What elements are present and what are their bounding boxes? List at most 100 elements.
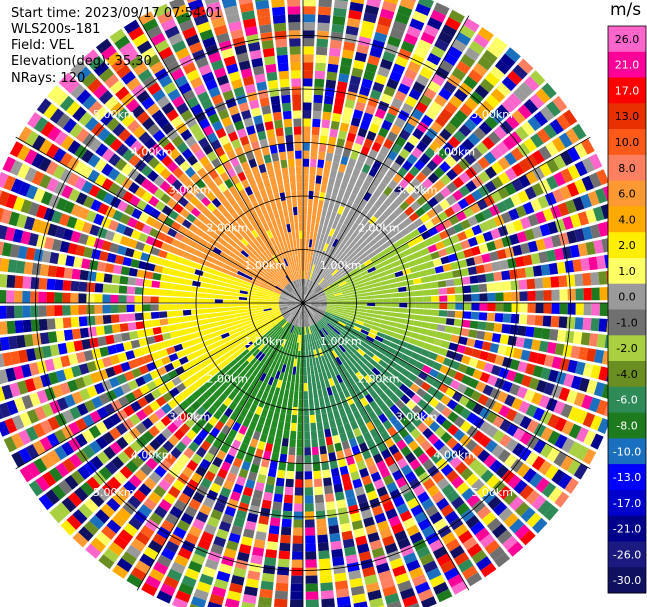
velocity-gate	[354, 225, 363, 234]
velocity-gate	[398, 211, 409, 222]
velocity-gate	[52, 164, 66, 180]
velocity-gate	[167, 369, 178, 380]
velocity-gate	[363, 138, 374, 149]
velocity-gate	[398, 313, 407, 319]
velocity-gate	[65, 341, 76, 354]
velocity-gate	[244, 274, 253, 281]
velocity-gate	[103, 273, 113, 283]
velocity-gate	[158, 304, 167, 311]
velocity-gate	[303, 303, 305, 311]
velocity-gate	[318, 305, 327, 308]
velocity-gate	[335, 89, 346, 99]
velocity-gate	[361, 475, 372, 486]
velocity-gate	[223, 479, 234, 491]
velocity-gate	[244, 363, 253, 372]
velocity-gate	[423, 87, 437, 100]
velocity-gate	[213, 218, 223, 228]
velocity-gate	[106, 497, 121, 512]
velocity-gate	[318, 278, 325, 285]
velocity-gate	[287, 301, 295, 303]
velocity-gate	[478, 170, 491, 184]
velocity-gate	[226, 590, 242, 602]
velocity-gate	[330, 211, 337, 221]
velocity-gate	[316, 288, 324, 295]
velocity-gate	[404, 324, 413, 332]
velocity-gate	[566, 316, 576, 329]
velocity-gate	[326, 185, 334, 195]
velocity-gate	[315, 62, 326, 72]
velocity-gate	[11, 415, 25, 431]
velocity-gate	[160, 415, 172, 427]
velocity-gate	[154, 505, 168, 519]
velocity-gate	[350, 254, 359, 263]
velocity-gate	[86, 385, 98, 398]
velocity-gate	[485, 94, 500, 109]
velocity-gate	[507, 474, 522, 489]
velocity-gate	[460, 420, 472, 433]
velocity-gate	[168, 353, 179, 362]
velocity-gate	[477, 56, 493, 71]
velocity-gate	[224, 377, 234, 387]
velocity-gate	[96, 487, 111, 502]
velocity-gate	[323, 326, 330, 334]
velocity-gate	[325, 501, 336, 511]
velocity-gate	[148, 425, 160, 438]
velocity-gate	[297, 198, 303, 207]
velocity-gate	[331, 23, 345, 34]
velocity-gate	[247, 268, 256, 275]
velocity-gate	[581, 138, 595, 155]
velocity-gate	[388, 515, 401, 527]
velocity-gate	[224, 340, 234, 348]
velocity-gate	[239, 309, 248, 313]
velocity-gate	[395, 476, 408, 488]
velocity-gate	[320, 319, 327, 326]
velocity-gate	[308, 291, 315, 298]
velocity-gate	[78, 503, 93, 519]
velocity-gate	[335, 274, 344, 281]
velocity-gate	[442, 357, 453, 367]
velocity-gate	[205, 242, 215, 251]
velocity-gate	[391, 522, 405, 535]
velocity-gate	[157, 554, 172, 568]
velocity-gate	[274, 598, 288, 607]
velocity-gate	[172, 479, 185, 492]
velocity-gate	[167, 228, 178, 238]
velocity-gate	[286, 348, 291, 358]
velocity-gate	[288, 306, 296, 311]
velocity-gate	[261, 277, 270, 283]
velocity-gate	[510, 313, 520, 324]
velocity-gate	[259, 319, 268, 325]
velocity-gate	[474, 84, 489, 99]
velocity-gate	[133, 489, 147, 503]
velocity-gate	[152, 326, 162, 335]
velocity-gate	[280, 86, 291, 96]
velocity-gate	[359, 345, 368, 353]
velocity-gate	[364, 4, 380, 16]
velocity-gate	[225, 322, 235, 328]
velocity-gate	[232, 567, 247, 578]
velocity-gate	[360, 145, 371, 156]
velocity-gate	[359, 299, 368, 303]
velocity-gate	[303, 190, 308, 199]
velocity-gate	[159, 318, 169, 326]
velocity-gate	[419, 553, 435, 566]
velocity-gate	[178, 242, 189, 251]
velocity-gate	[464, 47, 480, 62]
velocity-gate	[336, 346, 344, 355]
velocity-gate	[433, 581, 449, 595]
velocity-gate	[34, 406, 47, 421]
velocity-gate	[356, 44, 370, 55]
velocity-gate	[78, 526, 94, 542]
velocity-gate	[155, 396, 167, 407]
velocity-gate	[107, 168, 120, 181]
velocity-gate	[261, 263, 269, 271]
velocity-gate	[317, 429, 325, 439]
velocity-gate	[336, 400, 344, 410]
velocity-gate	[299, 238, 303, 247]
velocity-gate	[366, 306, 376, 310]
velocity-gate	[89, 410, 102, 424]
velocity-gate	[449, 234, 460, 245]
velocity-gate	[461, 487, 475, 501]
velocity-gate	[291, 317, 296, 325]
velocity-gate	[123, 370, 135, 382]
